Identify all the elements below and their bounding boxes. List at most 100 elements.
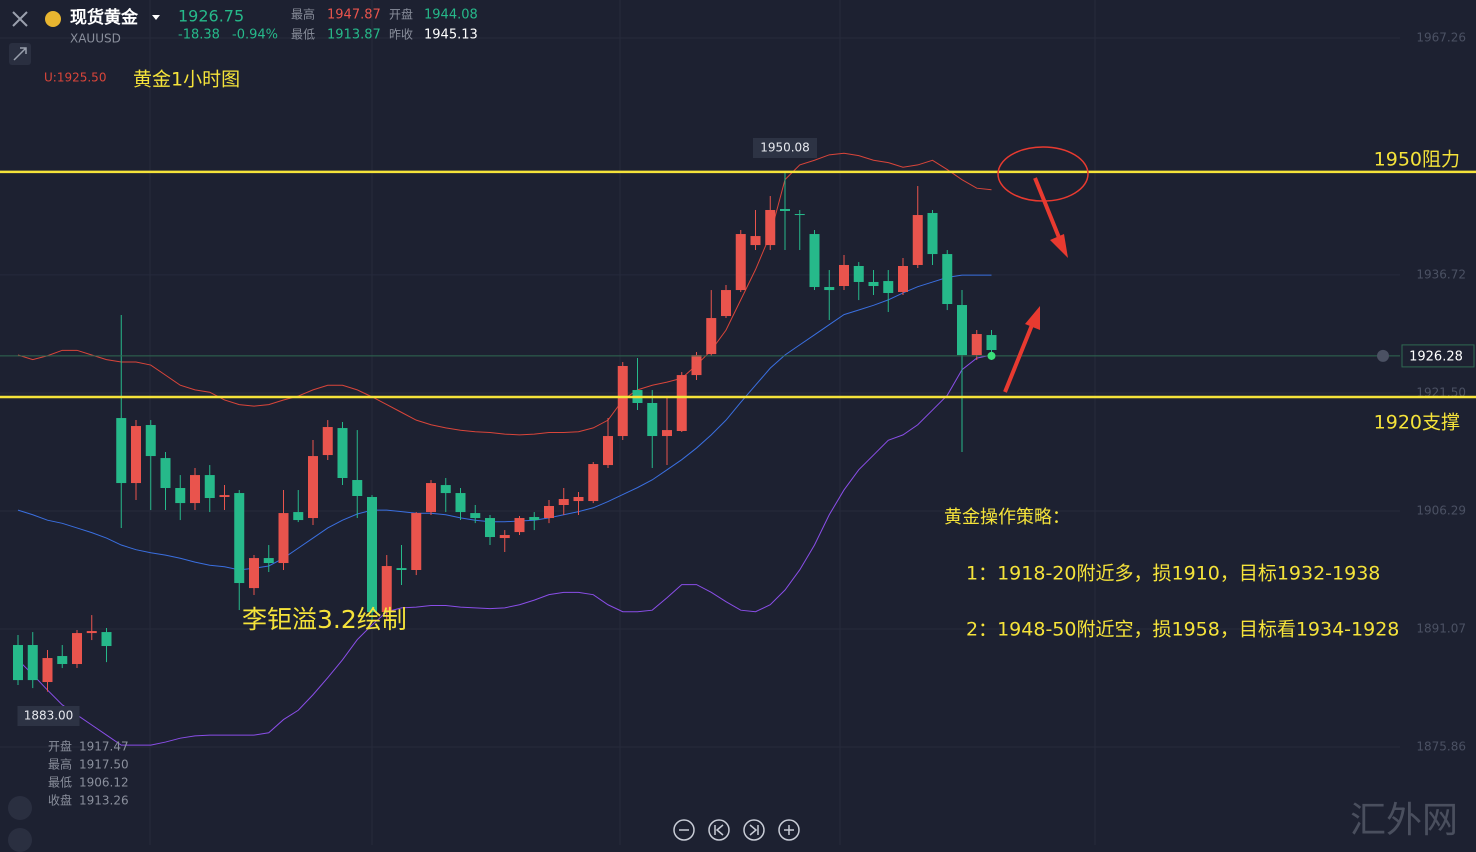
indicator-button[interactable] bbox=[8, 796, 32, 820]
candle-body bbox=[381, 566, 392, 613]
strategy-title: 黄金操作策略： bbox=[944, 507, 1070, 528]
candle-body bbox=[249, 558, 259, 589]
candle-body bbox=[190, 475, 200, 504]
candle-body bbox=[603, 436, 613, 466]
chart-title: 黄金1小时图 bbox=[133, 69, 240, 91]
alert-bell bbox=[1377, 349, 1389, 362]
candle-body bbox=[839, 264, 849, 287]
candle-body bbox=[971, 334, 982, 356]
candle-body bbox=[367, 497, 377, 613]
close-button[interactable] bbox=[12, 11, 28, 27]
candle-body bbox=[219, 495, 230, 498]
candle-body bbox=[160, 458, 171, 489]
zoom-out[interactable] bbox=[673, 819, 695, 841]
readout-label: 最低 bbox=[48, 776, 72, 790]
candle-body bbox=[647, 402, 658, 437]
candle-body bbox=[116, 418, 127, 484]
high-label-box bbox=[753, 138, 817, 158]
go-end[interactable] bbox=[743, 819, 765, 841]
stat-value: 1913.87 bbox=[327, 28, 381, 43]
candle-body bbox=[278, 513, 289, 564]
stat-value: 1944.08 bbox=[424, 8, 478, 23]
symbol-code: XAUUSD bbox=[70, 32, 121, 46]
candle-body bbox=[765, 209, 776, 246]
zoom-in[interactable] bbox=[778, 819, 800, 841]
candle-body bbox=[27, 645, 38, 681]
candle-body bbox=[898, 265, 908, 292]
candle-body bbox=[145, 425, 156, 457]
dropdown-arrow[interactable] bbox=[152, 15, 160, 20]
candle-body bbox=[352, 480, 363, 497]
candle-body bbox=[455, 493, 466, 513]
candle-body bbox=[721, 290, 731, 317]
arrow-up bbox=[1003, 324, 1034, 393]
stat-value: 1947.87 bbox=[327, 8, 381, 23]
last-price-label: 1926.28 bbox=[1409, 349, 1463, 364]
candle-body bbox=[809, 234, 820, 288]
plot: 1875.861891.071906.291921.501936.721967.… bbox=[0, 31, 1476, 754]
candle-body bbox=[293, 512, 304, 521]
stat-label: 昨收 bbox=[389, 28, 413, 42]
candle-body bbox=[558, 499, 569, 505]
band-line bbox=[17, 152, 992, 436]
candle-body bbox=[735, 234, 746, 291]
price: 1926.75 bbox=[178, 7, 244, 26]
candle-body bbox=[706, 318, 717, 355]
candle-body bbox=[499, 535, 510, 539]
readout-value: 1917.50 bbox=[79, 758, 129, 772]
candle-body bbox=[868, 281, 879, 287]
candle-body bbox=[824, 287, 835, 291]
go-start[interactable] bbox=[708, 819, 730, 841]
candle-body bbox=[411, 513, 422, 571]
strategy-line: 1：1918-20附近多，损1910，目标1932-1938 bbox=[966, 563, 1380, 585]
candle-body bbox=[204, 475, 215, 499]
candle-body bbox=[573, 497, 584, 502]
arrow-head bbox=[1050, 234, 1068, 258]
candle-body bbox=[750, 236, 761, 246]
author-note: 李钜溢3.2绘制 bbox=[242, 605, 407, 634]
y-tick-label: 1936.72 bbox=[1416, 267, 1466, 281]
readout-label: 收盘 bbox=[48, 793, 72, 808]
last-price-box bbox=[1401, 344, 1475, 368]
candle-body bbox=[662, 430, 672, 437]
gold-icon bbox=[45, 11, 61, 27]
candle-body bbox=[676, 375, 687, 431]
y-tick-label: 1891.07 bbox=[1416, 622, 1466, 636]
stat-label: 最低 bbox=[291, 28, 315, 42]
candle-body bbox=[426, 483, 436, 513]
draw-button[interactable] bbox=[8, 828, 32, 852]
candle-body bbox=[883, 281, 894, 293]
candle-body bbox=[175, 488, 186, 504]
stat-label: 最高 bbox=[291, 7, 315, 22]
y-tick-label: 1875.86 bbox=[1416, 740, 1466, 754]
candle-body bbox=[72, 633, 82, 665]
symbol-name[interactable]: 现货黄金 bbox=[70, 7, 139, 28]
legend: U:1925.50 bbox=[44, 71, 106, 85]
change: -18.38 bbox=[178, 28, 220, 43]
band-line bbox=[17, 354, 992, 746]
candle-body bbox=[942, 254, 953, 305]
candle-body bbox=[853, 265, 864, 282]
stat-label: 开盘 bbox=[389, 7, 413, 22]
change-pct: -0.94% bbox=[232, 28, 278, 43]
candle-body bbox=[514, 518, 525, 533]
nav-buttons bbox=[673, 819, 800, 841]
live-dot bbox=[987, 351, 996, 360]
readout-value: 1906.12 bbox=[79, 776, 129, 790]
tool-icon bbox=[13, 47, 27, 61]
candle-body bbox=[57, 656, 68, 665]
candle-body bbox=[308, 456, 318, 519]
candle-body bbox=[780, 208, 790, 211]
candle-body bbox=[544, 506, 554, 519]
level-label: 1920支撑 bbox=[1374, 412, 1460, 434]
arrow-down bbox=[1033, 177, 1062, 241]
readout-label: 开盘 bbox=[48, 739, 72, 754]
candle-body bbox=[794, 214, 805, 216]
candle-body bbox=[42, 658, 53, 683]
y-tick-label: 1906.29 bbox=[1416, 503, 1466, 517]
low-label: 1883.00 bbox=[24, 709, 74, 723]
low-label-box bbox=[17, 706, 80, 726]
